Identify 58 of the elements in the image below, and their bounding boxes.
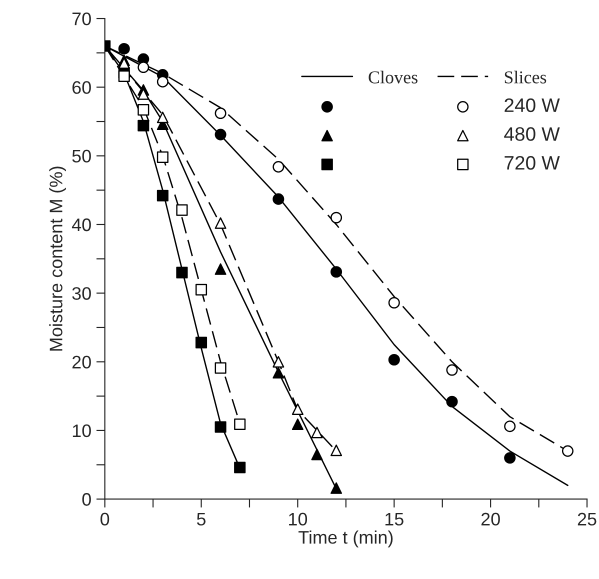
point xyxy=(138,61,150,74)
x-tick-label: 10 xyxy=(289,512,308,526)
point xyxy=(176,204,188,216)
y-tick-label: 50 xyxy=(72,150,91,163)
x-tick-label: 5 xyxy=(196,512,206,526)
x-tick-label: 20 xyxy=(481,512,500,526)
y-axis-title: Moisture content M (%) xyxy=(49,166,66,351)
point xyxy=(214,217,226,229)
point xyxy=(156,190,168,202)
y-tick-label: 60 xyxy=(72,81,91,94)
point xyxy=(388,354,400,366)
point xyxy=(504,420,516,432)
point xyxy=(214,362,226,374)
point xyxy=(234,418,246,430)
point xyxy=(272,193,284,205)
y-tick-label: 40 xyxy=(72,218,91,232)
point xyxy=(118,70,130,82)
point xyxy=(504,452,516,464)
y-tick-label: 10 xyxy=(72,424,91,438)
point xyxy=(234,462,246,474)
point xyxy=(176,266,188,278)
point xyxy=(214,263,226,275)
point xyxy=(214,107,226,120)
point xyxy=(118,42,130,55)
point xyxy=(562,445,574,457)
point xyxy=(156,76,168,88)
point xyxy=(195,336,208,348)
point xyxy=(214,421,226,433)
y-tick-label: 70 xyxy=(72,12,91,26)
point xyxy=(156,151,168,163)
legend-label: Cloves xyxy=(368,70,418,84)
point xyxy=(330,444,342,456)
point xyxy=(292,403,304,415)
y-tick-label: 20 xyxy=(72,356,91,369)
x-tick-label: 0 xyxy=(100,512,110,526)
legend-label: Slices xyxy=(504,70,546,84)
legend-label: 240 W xyxy=(504,98,560,112)
point xyxy=(195,284,208,296)
point xyxy=(214,128,226,140)
y-tick-label: 30 xyxy=(72,287,91,300)
y-tick-label: 0 xyxy=(82,493,91,506)
point xyxy=(138,120,150,132)
point xyxy=(446,396,458,408)
point xyxy=(272,356,284,368)
point xyxy=(330,266,342,278)
x-tick-label: 25 xyxy=(578,512,596,526)
point xyxy=(138,104,150,116)
point xyxy=(272,367,284,379)
legend-label: 720 W xyxy=(504,156,560,170)
point xyxy=(388,296,400,309)
x-tick-label: 15 xyxy=(385,512,404,526)
legend-label: 480 W xyxy=(504,127,560,141)
point xyxy=(330,482,342,494)
x-axis-title: Time t (min) xyxy=(298,530,393,548)
point xyxy=(292,418,304,430)
point xyxy=(311,448,323,460)
point xyxy=(156,112,168,124)
point xyxy=(446,364,458,376)
